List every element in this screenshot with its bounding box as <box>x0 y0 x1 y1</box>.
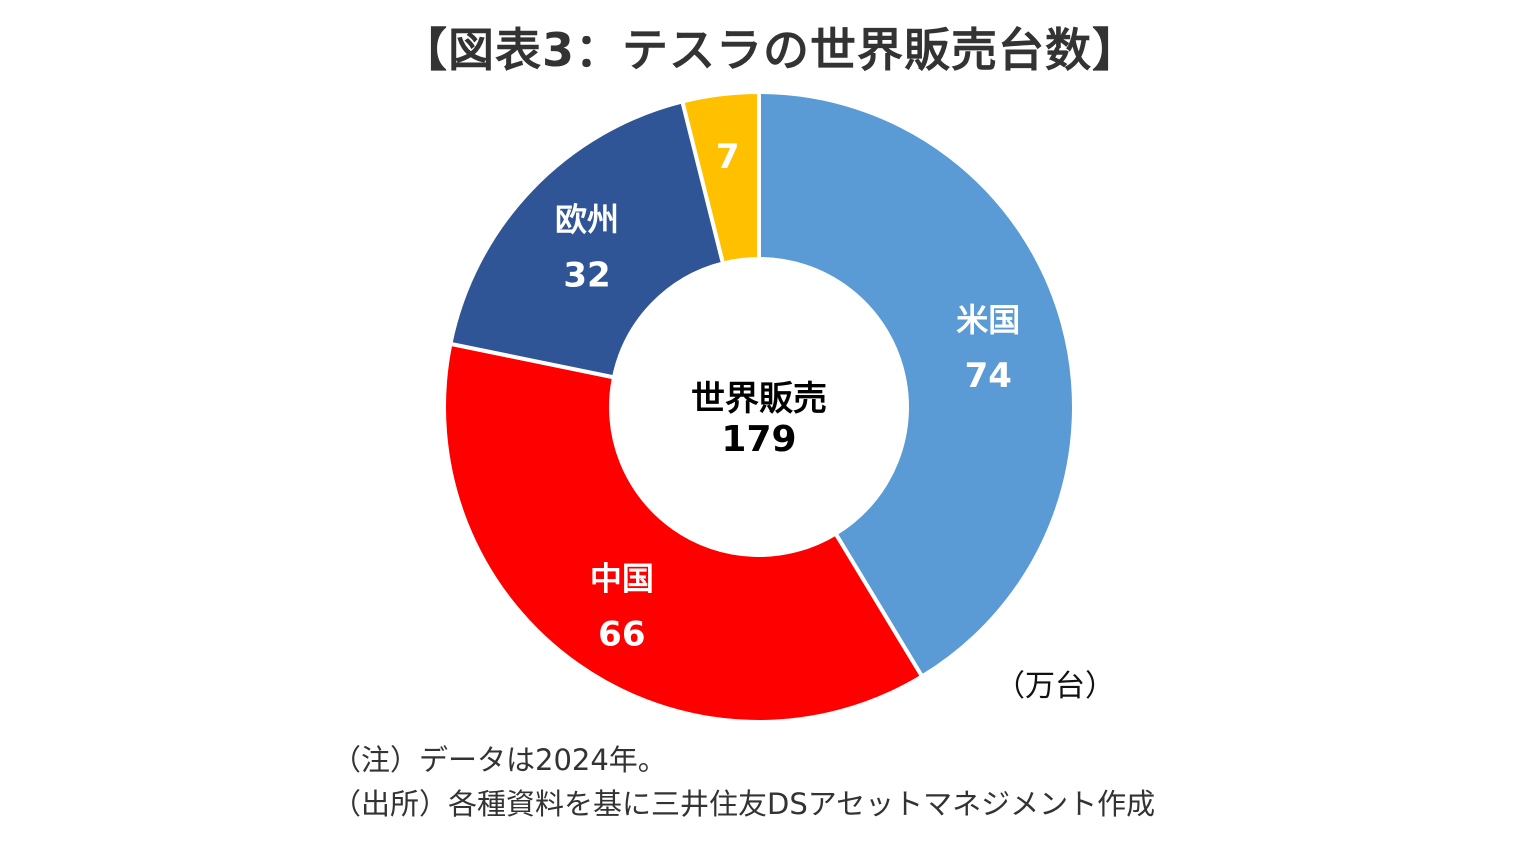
center-value: 179 <box>721 419 796 460</box>
note-text: （注）データは2024年。 <box>332 743 667 777</box>
donut-slice-2 <box>442 341 925 724</box>
slice-value-label-2: 66 <box>598 614 645 654</box>
slice-category-label-1: 米国 <box>956 301 1020 339</box>
donut-slice-1 <box>757 89 1076 680</box>
slice-category-label-2: 中国 <box>590 559 654 597</box>
slice-category-label-3: 欧州 <box>555 200 619 238</box>
source-text: （出所）各種資料を基に三井住友DSアセットマネジメント作成 <box>332 787 1156 821</box>
footnotes: （注）データは2024年。 （出所）各種資料を基に三井住友DSアセットマネジメン… <box>332 738 1155 826</box>
donut-slice-3 <box>448 99 726 380</box>
slice-value-label-1: 74 <box>965 356 1012 396</box>
center-label: 世界販売 <box>691 379 827 419</box>
donut-slices <box>442 89 1076 724</box>
unit-label: （万台） <box>995 669 1115 704</box>
chart-title: 【図表3：テスラの世界販売台数】 <box>400 23 1139 77</box>
donut-slice-4 <box>679 89 761 266</box>
slice-value-label-4: 7 <box>716 137 740 177</box>
donut-slice-labels: 米国 74 中国 66 欧州 32 7 <box>555 137 1020 655</box>
slice-value-label-3: 32 <box>563 255 610 295</box>
